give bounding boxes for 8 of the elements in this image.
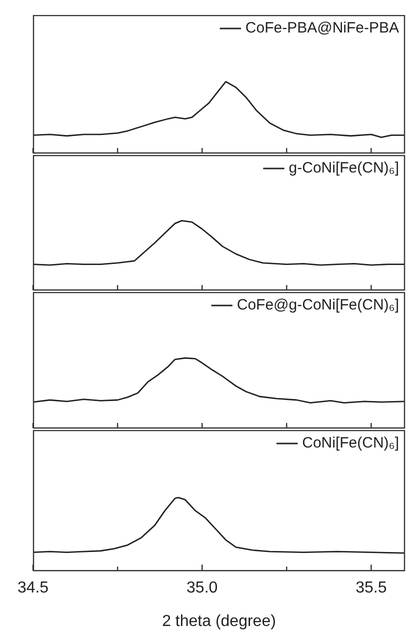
legend-label: CoFe@g-CoNi[Fe(CN)₆] xyxy=(236,296,400,314)
x-axis-title: 2 theta (degree) xyxy=(162,612,276,630)
legend-label: CoFe-PBA@NiFe-PBA xyxy=(245,20,400,37)
x-tick-label: 35.0 xyxy=(186,580,218,597)
legend-label: g-CoNi[Fe(CN)₆] xyxy=(288,160,400,177)
legend-label: CoNi[Fe(CN)₆] xyxy=(302,434,400,452)
x-tick-label: 35.5 xyxy=(356,580,387,597)
x-tick-label: 34.5 xyxy=(17,580,49,597)
